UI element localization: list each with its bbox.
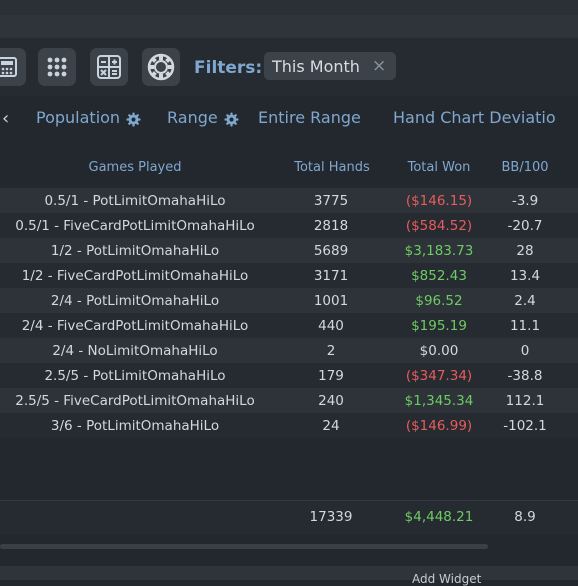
report-tabs: ‹ Population Range En: [0, 100, 578, 136]
header-band: [0, 15, 578, 38]
total-bb-value: 8.9: [514, 509, 536, 525]
table-row[interactable]: 2/4 - NoLimitOmahaHiLo 2 $0.00 0: [0, 338, 578, 363]
poker-chip-icon: [147, 53, 175, 81]
grid-button[interactable]: [38, 48, 76, 86]
calculator-grid-icon: [97, 55, 121, 79]
bb-cell: 0: [520, 343, 530, 359]
top-bar: [0, 0, 578, 15]
game-cell: 2/4 - PotLimitOmahaHiLo: [50, 293, 220, 309]
chevron-left-icon[interactable]: ‹: [2, 108, 10, 129]
horizontal-scrollbar[interactable]: [0, 544, 488, 549]
game-cell: 2.5/5 - PotLimitOmahaHiLo: [44, 368, 226, 384]
tab-hand-chart-deviation[interactable]: Hand Chart Deviatio: [393, 108, 556, 127]
won-cell: $852.43: [411, 268, 467, 284]
game-cell: 1/2 - FiveCardPotLimitOmahaHiLo: [21, 268, 249, 284]
add-widget-label[interactable]: Add Widget: [412, 572, 482, 586]
total-hands-value: 17339: [309, 509, 353, 525]
header-bb-100[interactable]: BB/100: [501, 160, 549, 175]
game-cell: 2/4 - FiveCardPotLimitOmahaHiLo: [21, 318, 249, 334]
hands-cell: 2818: [313, 218, 349, 234]
header-total-won[interactable]: Total Won: [407, 160, 471, 175]
bottom-bar: Add Widget: [0, 566, 578, 586]
hands-cell: 2: [326, 343, 336, 359]
header-games-played[interactable]: Games Played: [88, 160, 182, 175]
tab-range[interactable]: Range: [167, 108, 239, 127]
bb-cell: -38.8: [507, 368, 543, 384]
table-row[interactable]: 2.5/5 - FiveCardPotLimitOmahaHiLo 240 $1,3…: [0, 388, 578, 413]
won-cell: $0.00: [419, 343, 459, 359]
won-cell: ($146.15): [405, 193, 473, 209]
totals-row: 17339 $4,448.21 8.9: [0, 500, 578, 535]
table-row[interactable]: 1/2 - PotLimitOmahaHiLo 5689 $3,183.73 28: [0, 238, 578, 263]
poker-chip-button[interactable]: [142, 48, 180, 86]
filter-chip-label: This Month: [272, 56, 360, 76]
tab-hand-chart-label: Hand Chart Deviatio: [393, 108, 556, 127]
close-icon[interactable]: ×: [371, 56, 387, 76]
hands-cell: 179: [318, 368, 344, 384]
bb-cell: -20.7: [507, 218, 543, 234]
tab-entire-range[interactable]: Entire Range: [258, 108, 361, 127]
won-cell: $96.52: [415, 293, 463, 309]
hands-cell: 24: [322, 418, 340, 434]
game-cell: 2.5/5 - FiveCardPotLimitOmahaHiLo: [15, 393, 255, 409]
bb-cell: 13.4: [509, 268, 541, 284]
table-row[interactable]: 1/2 - FiveCardPotLimitOmahaHiLo 3171 $852.…: [0, 263, 578, 288]
bb-cell: 112.1: [505, 393, 545, 409]
won-cell: $195.19: [411, 318, 467, 334]
bb-cell: 11.1: [509, 318, 541, 334]
table-row[interactable]: 2.5/5 - PotLimitOmahaHiLo 179 ($347.34) -38…: [0, 363, 578, 388]
table-row[interactable]: 3/6 - PotLimitOmahaHiLo 24 ($146.99) -102.1: [0, 413, 578, 438]
table-row[interactable]: 0.5/1 - PotLimitOmahaHiLo 3775 ($146.15) -3…: [0, 188, 578, 213]
gear-icon: [224, 111, 239, 127]
tab-range-label: Range: [167, 108, 218, 127]
game-cell: 2/4 - NoLimitOmahaHiLo: [52, 343, 218, 359]
game-cell: 1/2 - PotLimitOmahaHiLo: [50, 243, 220, 259]
hands-cell: 5689: [313, 243, 349, 259]
total-won-value: $4,448.21: [404, 509, 474, 525]
calculator-icon: [0, 57, 17, 77]
won-cell: ($584.52): [405, 218, 473, 234]
bb-cell: 28: [516, 243, 534, 259]
grid-icon: [47, 57, 67, 77]
won-cell: $3,183.73: [404, 243, 474, 259]
table-row[interactable]: 0.5/1 - FiveCardPotLimitOmahaHiLo 2818 ($5…: [0, 213, 578, 238]
calculator-grid-button[interactable]: [90, 48, 128, 86]
won-cell: $1,345.34: [404, 393, 474, 409]
game-cell: 0.5/1 - PotLimitOmahaHiLo: [44, 193, 226, 209]
filter-chip-this-month[interactable]: This Month ×: [264, 52, 397, 80]
hands-cell: 3171: [313, 268, 349, 284]
hands-cell: 440: [318, 318, 344, 334]
bb-cell: 2.4: [514, 293, 536, 309]
won-cell: ($347.34): [405, 368, 473, 384]
table-row[interactable]: 2/4 - FiveCardPotLimitOmahaHiLo 440 $195.1…: [0, 313, 578, 338]
calculator-button[interactable]: [0, 48, 26, 86]
won-cell: ($146.99): [405, 418, 473, 434]
tab-population[interactable]: Population: [36, 108, 141, 127]
bb-cell: -102.1: [503, 418, 547, 434]
game-cell: 0.5/1 - FiveCardPotLimitOmahaHiLo: [15, 218, 255, 234]
gear-icon: [126, 111, 141, 127]
table-row[interactable]: 2/4 - PotLimitOmahaHiLo 1001 $96.52 2.4: [0, 288, 578, 313]
filters-label: Filters:: [194, 58, 263, 78]
toolbar: Filters: This Month ×: [0, 38, 578, 96]
hands-cell: 3775: [313, 193, 349, 209]
game-cell: 3/6 - PotLimitOmahaHiLo: [50, 418, 220, 434]
tab-entire-range-label: Entire Range: [258, 108, 361, 127]
hands-cell: 240: [318, 393, 344, 409]
tab-population-label: Population: [36, 108, 121, 127]
hands-cell: 1001: [313, 293, 349, 309]
header-total-hands[interactable]: Total Hands: [294, 160, 370, 175]
bb-cell: -3.9: [511, 193, 539, 209]
